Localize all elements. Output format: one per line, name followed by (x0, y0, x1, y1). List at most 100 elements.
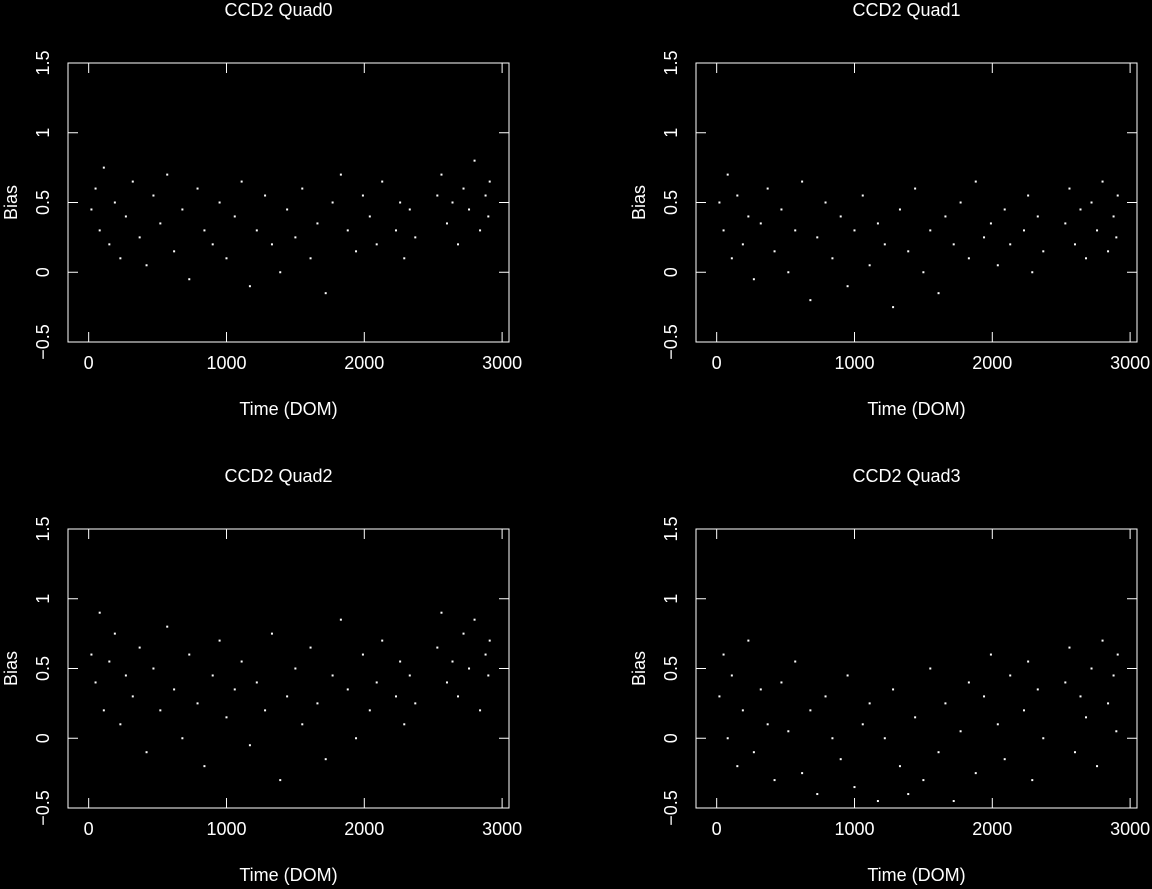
point (279, 779, 282, 782)
point (1009, 243, 1012, 246)
point (944, 215, 947, 218)
point (339, 173, 342, 176)
point (440, 173, 443, 176)
y-tick-label: 1.5 (33, 516, 53, 541)
x-tick-label: 1000 (206, 819, 246, 839)
point (1096, 229, 1099, 232)
y-tick-label: 0.5 (661, 656, 681, 681)
point (394, 695, 397, 698)
point (1096, 765, 1099, 768)
point (1101, 639, 1104, 642)
x-axis-label: Time (DOM) (239, 865, 337, 885)
x-tick-label: 0 (84, 819, 94, 839)
point (967, 681, 970, 684)
point (1101, 180, 1104, 183)
point (959, 730, 962, 733)
point (853, 786, 856, 789)
point (324, 292, 327, 295)
point (794, 660, 797, 663)
y-tick-label: 0 (661, 267, 681, 277)
point (462, 187, 465, 190)
point (937, 751, 940, 754)
point (331, 674, 334, 677)
point (1085, 257, 1088, 260)
x-axis-label: Time (DOM) (867, 865, 965, 885)
point (487, 215, 490, 218)
point (959, 201, 962, 204)
point (355, 250, 358, 253)
point (159, 222, 162, 225)
point (94, 681, 97, 684)
point (983, 695, 986, 698)
point (145, 264, 148, 267)
x-tick-label: 2000 (972, 819, 1012, 839)
y-tick-label: 0.5 (33, 190, 53, 215)
point (279, 271, 282, 274)
point (780, 681, 783, 684)
point (747, 215, 750, 218)
y-tick-label: 1 (661, 594, 681, 604)
point (124, 215, 127, 218)
point (346, 688, 349, 691)
point (1009, 674, 1012, 677)
point (264, 194, 267, 197)
y-tick-label: −0.5 (33, 324, 53, 360)
point (1079, 208, 1082, 211)
point (898, 208, 901, 211)
point (375, 681, 378, 684)
point (294, 667, 297, 670)
point (952, 800, 955, 803)
point (368, 709, 371, 712)
point (752, 751, 755, 754)
x-tick-label: 2000 (972, 353, 1012, 373)
point (399, 660, 402, 663)
point (457, 243, 460, 246)
y-tick-label: −0.5 (661, 790, 681, 826)
point (124, 674, 127, 677)
point (974, 772, 977, 775)
point (188, 278, 191, 281)
point (361, 194, 364, 197)
point (846, 285, 849, 288)
point (462, 632, 465, 635)
point (1085, 716, 1088, 719)
y-tick-label: −0.5 (33, 790, 53, 826)
point (381, 639, 384, 642)
point (408, 674, 411, 677)
point (824, 201, 827, 204)
point (473, 159, 476, 162)
y-tick-label: 1.5 (661, 50, 681, 75)
y-tick-label: 1 (33, 594, 53, 604)
point (1064, 222, 1067, 225)
point (468, 667, 471, 670)
point (1073, 751, 1076, 754)
chart-title: CCD2 Quad0 (224, 0, 332, 20)
point (102, 709, 105, 712)
point (414, 702, 417, 705)
point (451, 201, 454, 204)
y-tick-label: 0 (33, 733, 53, 743)
point (188, 653, 191, 656)
point (473, 618, 476, 621)
point (487, 674, 490, 677)
point (983, 236, 986, 239)
y-tick-label: 0.5 (661, 190, 681, 215)
x-tick-label: 0 (712, 353, 722, 373)
x-tick-label: 1000 (206, 353, 246, 373)
x-axis-label: Time (DOM) (867, 399, 965, 419)
point (773, 779, 776, 782)
point (457, 695, 460, 698)
point (1116, 194, 1119, 197)
point (1112, 215, 1115, 218)
y-tick-label: 0.5 (33, 656, 53, 681)
point (787, 730, 790, 733)
point (1042, 250, 1045, 253)
point (108, 660, 111, 663)
y-tick-label: 1.5 (661, 516, 681, 541)
point (1022, 229, 1025, 232)
point (286, 208, 289, 211)
point (414, 236, 417, 239)
point (159, 709, 162, 712)
point (181, 208, 184, 211)
